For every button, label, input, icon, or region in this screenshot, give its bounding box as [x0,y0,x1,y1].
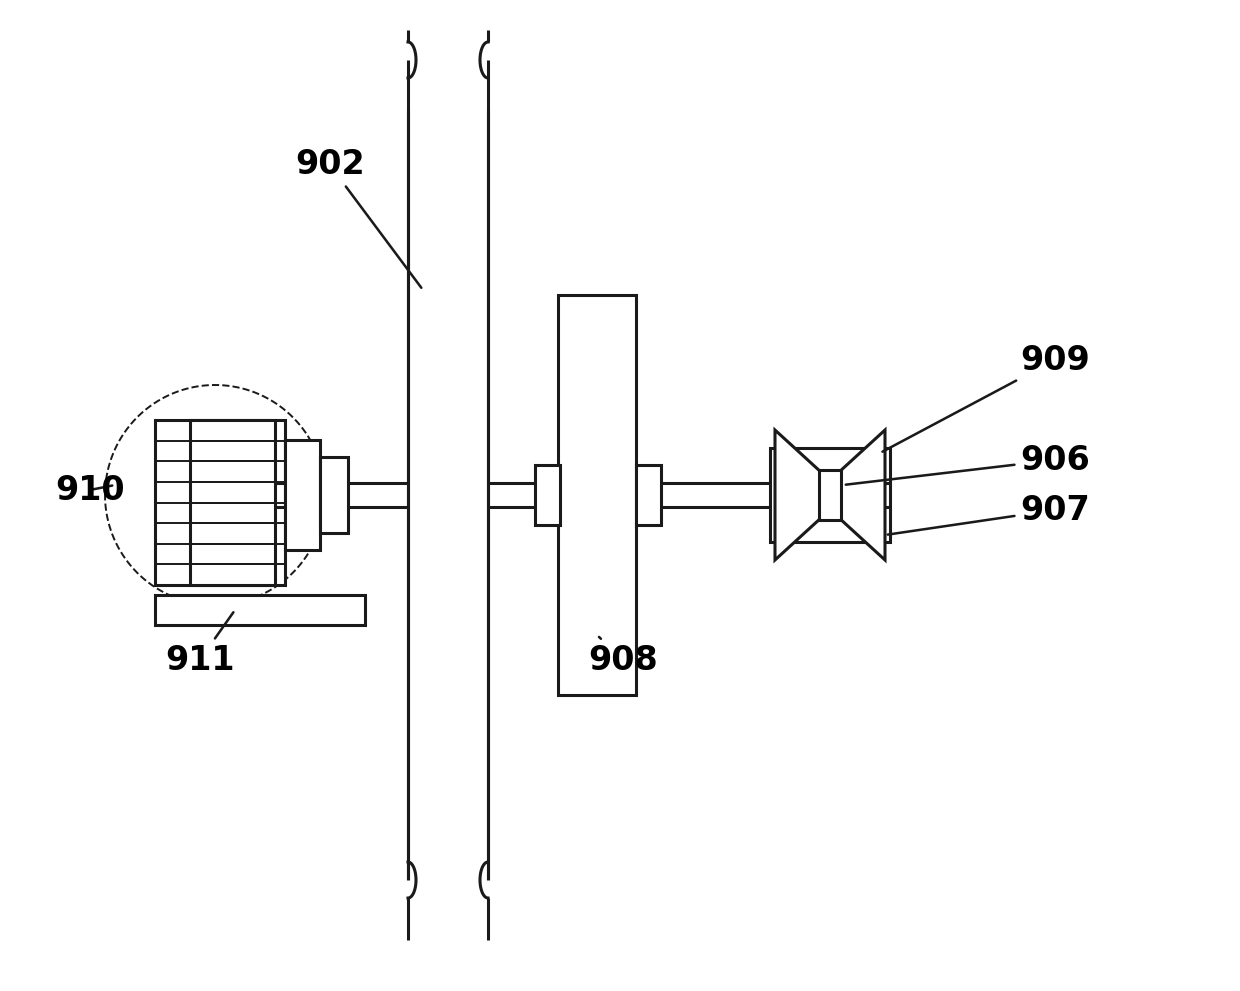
Bar [403,880,494,940]
Polygon shape [775,430,822,560]
Text: 911: 911 [165,612,234,677]
Bar [285,440,320,550]
Bar [818,470,841,520]
Text: 909: 909 [883,344,1090,452]
Bar [155,595,365,625]
Bar [320,457,348,533]
Bar [770,448,890,542]
Bar [534,465,560,525]
Bar [190,420,275,585]
Bar [408,60,489,930]
Text: 908: 908 [588,637,657,677]
Text: 906: 906 [846,444,1090,485]
Text: 910: 910 [55,474,125,506]
Bar [403,50,494,110]
Polygon shape [838,430,885,560]
Text: 902: 902 [295,149,422,287]
Bar [636,465,661,525]
Bar [558,295,636,695]
Text: 907: 907 [888,494,1090,534]
Bar [155,420,285,585]
